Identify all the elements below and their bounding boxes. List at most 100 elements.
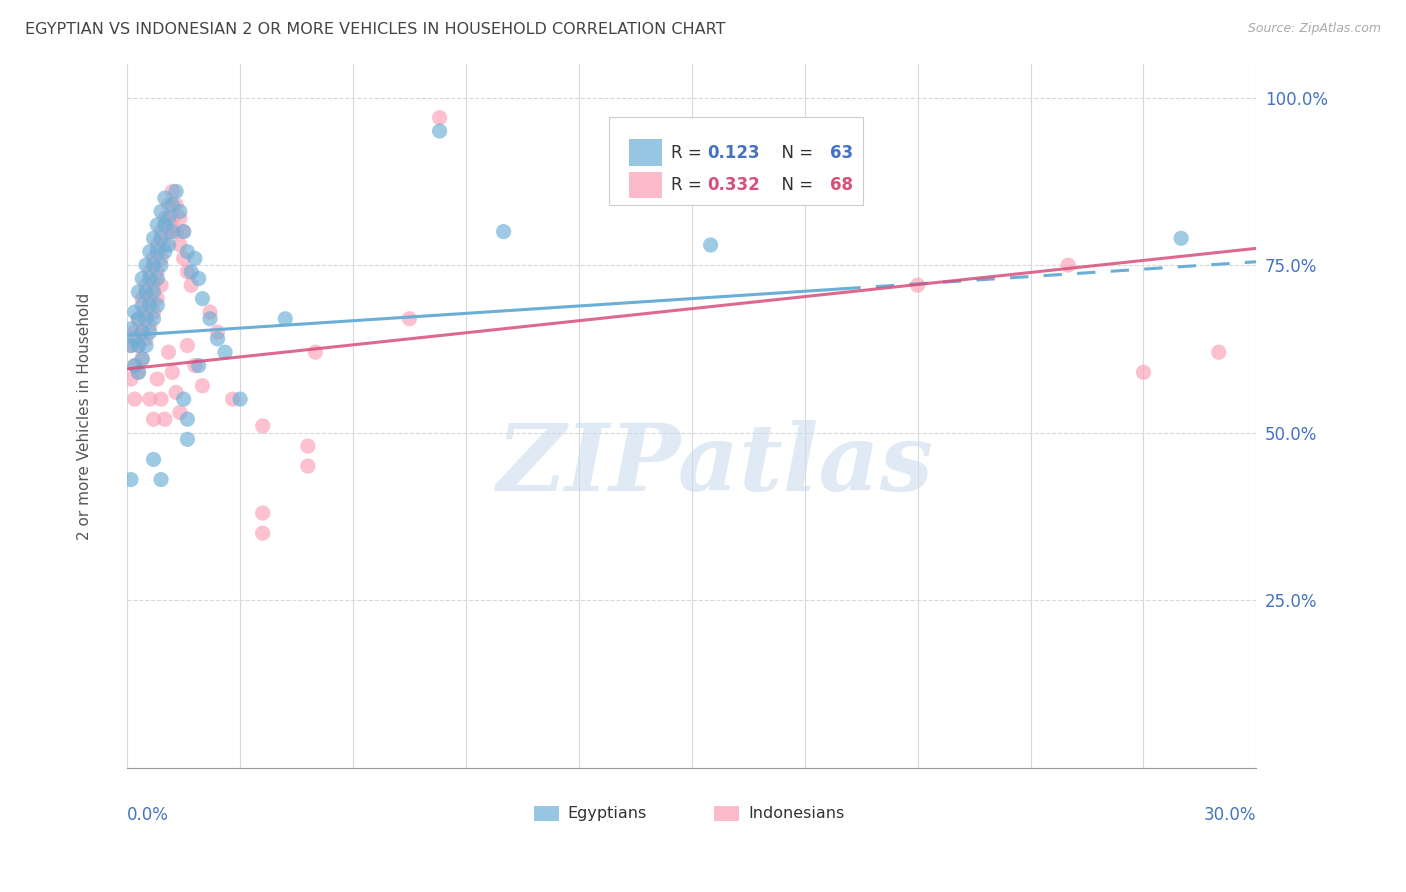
Point — [297, 459, 319, 474]
Point — [131, 351, 153, 366]
Point — [274, 311, 297, 326]
Point — [643, 171, 665, 186]
Point — [153, 211, 176, 226]
Point — [153, 244, 176, 259]
Point — [142, 278, 165, 293]
Point — [120, 473, 142, 487]
Text: ZIPatlas: ZIPatlas — [496, 420, 932, 510]
FancyBboxPatch shape — [609, 117, 863, 205]
Point — [131, 271, 153, 285]
Point — [162, 365, 184, 379]
Point — [139, 265, 162, 279]
Point — [127, 338, 149, 352]
Point — [150, 225, 173, 239]
Bar — [534, 805, 558, 822]
Point — [207, 325, 229, 339]
Point — [162, 198, 184, 212]
Point — [1208, 345, 1230, 359]
Point — [120, 322, 142, 336]
Point — [176, 338, 198, 352]
Point — [191, 292, 214, 306]
Point — [146, 271, 169, 285]
Text: 63: 63 — [830, 144, 852, 161]
Point — [139, 298, 162, 312]
Point — [165, 385, 187, 400]
Point — [139, 244, 162, 259]
Text: Indonesians: Indonesians — [748, 806, 845, 821]
Bar — [714, 805, 740, 822]
Point — [150, 231, 173, 245]
Bar — [628, 139, 662, 166]
Point — [157, 225, 180, 239]
Point — [165, 185, 187, 199]
Point — [214, 345, 236, 359]
Point — [146, 372, 169, 386]
Point — [184, 252, 207, 266]
Point — [150, 278, 173, 293]
Point — [146, 298, 169, 312]
Point — [180, 265, 202, 279]
Point — [139, 318, 162, 333]
Point — [176, 412, 198, 426]
Point — [150, 392, 173, 406]
Point — [131, 325, 153, 339]
Point — [135, 285, 157, 299]
Text: N =: N = — [770, 176, 818, 194]
Point — [173, 225, 195, 239]
Point — [153, 238, 176, 252]
Point — [127, 365, 149, 379]
Point — [1132, 365, 1154, 379]
Point — [176, 265, 198, 279]
Point — [120, 338, 142, 352]
Point — [153, 412, 176, 426]
Point — [173, 225, 195, 239]
Point — [135, 305, 157, 319]
Text: R =: R = — [672, 144, 707, 161]
Point — [173, 392, 195, 406]
Point — [124, 359, 146, 373]
Point — [139, 271, 162, 285]
Point — [142, 412, 165, 426]
Point — [157, 211, 180, 226]
Text: Egyptians: Egyptians — [568, 806, 647, 821]
Point — [162, 225, 184, 239]
Point — [146, 218, 169, 232]
Point — [169, 238, 191, 252]
Point — [131, 298, 153, 312]
Point — [157, 345, 180, 359]
Point — [297, 439, 319, 453]
Point — [169, 204, 191, 219]
Point — [165, 198, 187, 212]
Point — [142, 305, 165, 319]
Point — [127, 338, 149, 352]
Point — [146, 244, 169, 259]
Point — [207, 332, 229, 346]
Point — [124, 305, 146, 319]
Point — [187, 359, 209, 373]
Point — [150, 258, 173, 272]
Text: EGYPTIAN VS INDONESIAN 2 OR MORE VEHICLES IN HOUSEHOLD CORRELATION CHART: EGYPTIAN VS INDONESIAN 2 OR MORE VEHICLE… — [25, 22, 725, 37]
Point — [162, 211, 184, 226]
Point — [169, 211, 191, 226]
Point — [131, 325, 153, 339]
Point — [146, 292, 169, 306]
Point — [229, 392, 252, 406]
Point — [187, 271, 209, 285]
Point — [176, 433, 198, 447]
Point — [142, 285, 165, 299]
Point — [131, 292, 153, 306]
Point — [150, 204, 173, 219]
Point — [135, 311, 157, 326]
Point — [304, 345, 326, 359]
Point — [252, 526, 274, 541]
Point — [429, 111, 451, 125]
Point — [153, 191, 176, 205]
Point — [162, 185, 184, 199]
Point — [198, 305, 221, 319]
Point — [127, 365, 149, 379]
Point — [139, 392, 162, 406]
Point — [169, 405, 191, 419]
Point — [124, 332, 146, 346]
Text: N =: N = — [770, 144, 818, 161]
Point — [198, 311, 221, 326]
